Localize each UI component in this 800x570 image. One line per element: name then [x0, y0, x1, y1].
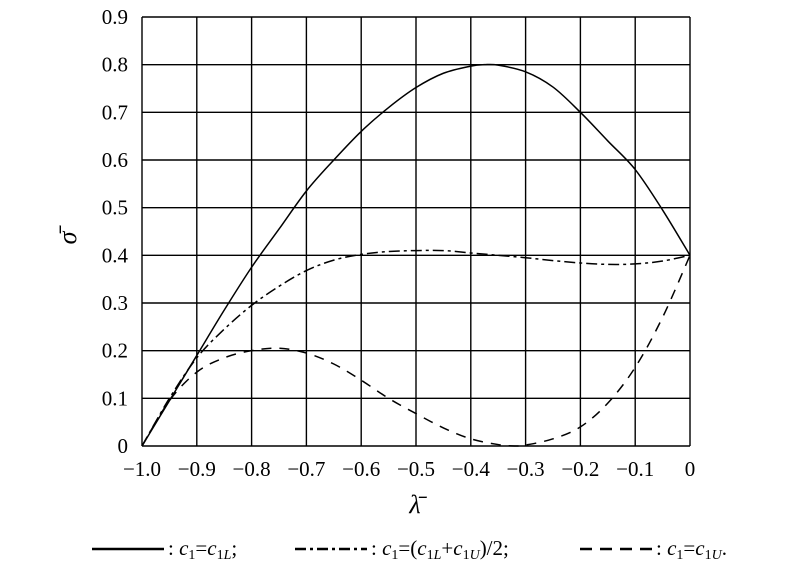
- x-tick-label: −1.0: [123, 457, 161, 481]
- y-tick-label: 0.9: [102, 5, 128, 29]
- x-tick-label: −0.7: [287, 457, 325, 481]
- x-tick-label: −0.3: [507, 457, 545, 481]
- x-axis-label: λ̄: [408, 490, 427, 519]
- legend-item-dashdot: : c1=(c1L+c1U)/2;: [295, 532, 509, 564]
- y-axis-label: σ̄: [53, 225, 82, 245]
- y-tick-label: 0: [118, 434, 129, 458]
- y-tick-label: 0.7: [102, 100, 128, 124]
- x-tick-label: −0.5: [397, 457, 435, 481]
- series-line-dashdot: [141, 249, 691, 447]
- legend-swatch-solid: [92, 547, 164, 551]
- x-tick-label: −0.9: [178, 457, 216, 481]
- line-chart: −1.0 −0.9 −0.8 −0.7 −0.6 −0.5 −0.4 −0.3 −0.2 −0.1…: [53, 5, 696, 519]
- x-tick-label: 0: [685, 457, 696, 481]
- y-tick-label: 0.6: [102, 148, 128, 172]
- legend-label: : c1=c1U.: [656, 535, 727, 563]
- x-tick-label: −0.1: [616, 457, 654, 481]
- y-tick-label: 0.4: [102, 243, 129, 267]
- y-tick-label: 0.3: [102, 291, 128, 315]
- legend-item-dashed: : c1=c1U.: [580, 532, 727, 564]
- legend-item-solid: : c1=c1L;: [92, 532, 237, 564]
- legend-label: : c1=(c1L+c1U)/2;: [371, 535, 509, 563]
- y-tick-label: 0.1: [102, 386, 128, 410]
- y-tick-label: 0.5: [102, 196, 128, 220]
- grid: [141, 16, 691, 447]
- y-tick-label: 0.2: [102, 339, 128, 363]
- legend: : c1=c1L; : c1=(c1L+c1U)/2; : c1=c1U.: [0, 532, 800, 564]
- series-line-solid: [141, 63, 691, 447]
- x-tick-label: −0.4: [452, 457, 491, 481]
- x-tick-label: −0.8: [233, 457, 271, 481]
- y-tick-label: 0.8: [102, 53, 128, 77]
- legend-swatch-dashdot: [295, 547, 367, 551]
- series-group: [141, 63, 691, 447]
- series-line-dashed: [141, 255, 691, 447]
- tick-labels: −1.0 −0.9 −0.8 −0.7 −0.6 −0.5 −0.4 −0.3 −0.2 −0.1…: [102, 5, 696, 481]
- x-tick-label: −0.2: [561, 457, 599, 481]
- x-tick-label: −0.6: [342, 457, 380, 481]
- legend-swatch-dashed: [580, 547, 652, 551]
- legend-label: : c1=c1L;: [168, 535, 238, 563]
